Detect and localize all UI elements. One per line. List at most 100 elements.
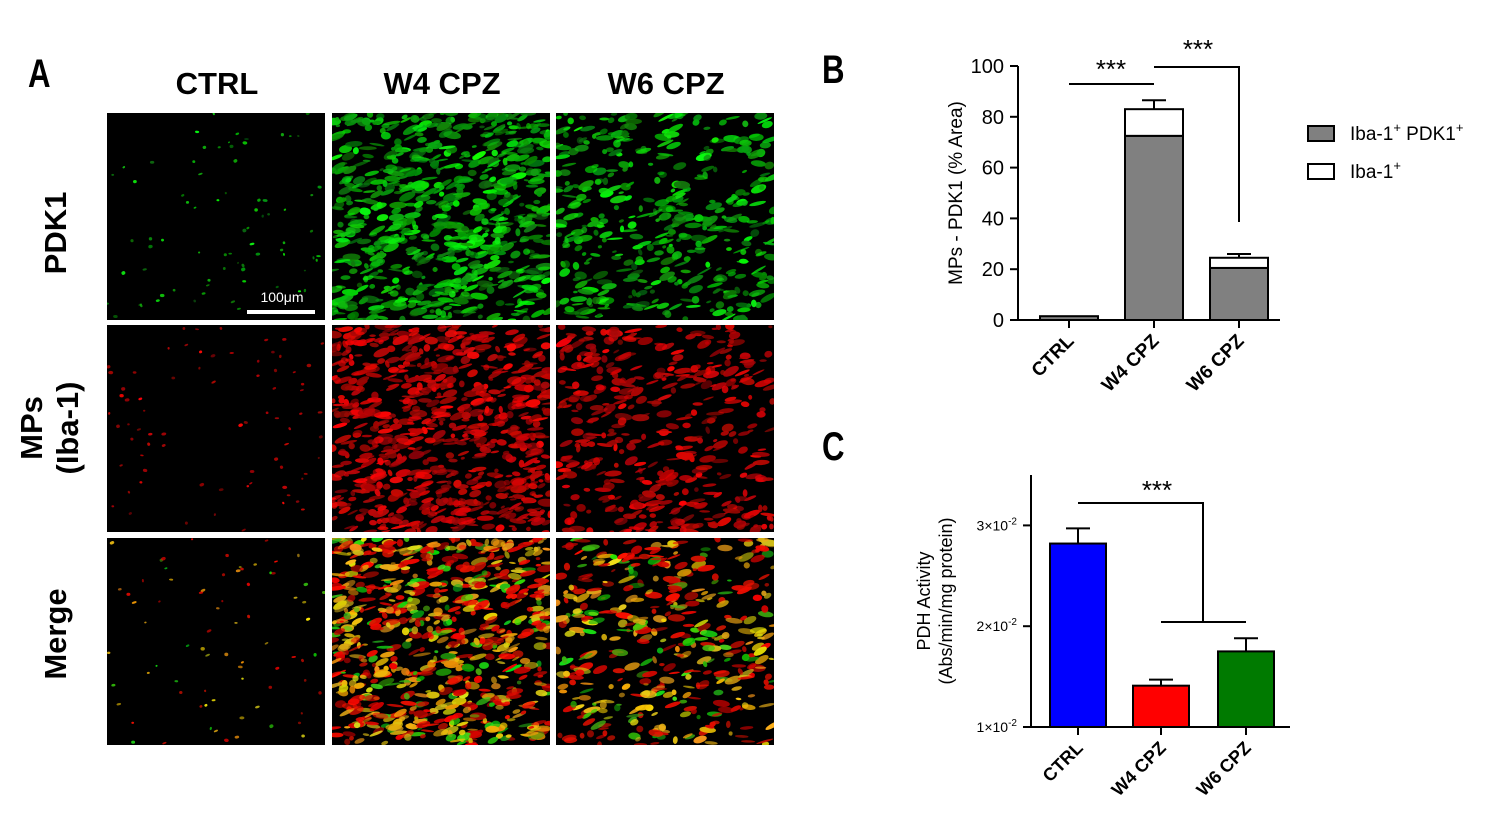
micrograph-signal [506,343,517,352]
micrograph-signal [427,300,445,308]
micrograph-signal [541,271,550,278]
micrograph-signal [523,179,529,182]
micrograph-signal [366,113,374,118]
micrograph-signal [320,342,324,345]
micrograph-signal [380,131,391,140]
micrograph-signal [420,181,430,189]
micrograph-signal [486,312,501,320]
micrograph-signal [583,355,593,362]
micrograph-signal [532,351,544,359]
micrograph-signal [205,653,210,657]
micrograph-signal [738,356,752,359]
micrograph-signal [656,430,673,434]
micrograph-signal [237,665,243,669]
micrograph-signal [512,139,518,147]
micrograph-signal [345,339,355,346]
micrograph-signal [674,260,690,267]
micrograph-signal [408,709,415,715]
micrograph-signal [601,237,607,243]
micrograph-signal [425,689,432,693]
micrograph-signal [575,315,590,319]
micrograph-signal [657,171,665,176]
micrograph-signal [479,116,497,123]
micrograph-signal [487,736,499,744]
micrograph-signal [268,685,273,689]
micrograph-signal [384,360,390,368]
micrograph-signal [400,382,412,389]
micrograph-signal [370,683,383,690]
micrograph-signal [338,144,353,154]
micrograph-signal [491,683,501,690]
micrograph-signal [121,387,126,391]
micrograph-signal [454,439,467,446]
micrograph-signal [436,167,441,175]
y-tick-label: 40 [982,208,1004,230]
micrograph-signal [238,423,243,427]
micrograph-signal [464,284,479,292]
micrograph-signal [333,470,346,478]
micrograph-signal [384,175,401,182]
micrograph-signal [348,353,354,360]
micrograph-signal [359,207,371,216]
micrograph-signal [716,340,726,344]
micrograph-signal [741,200,748,206]
micrograph-signal [148,432,153,436]
micrograph-signal [692,402,703,406]
micrograph-signal [745,473,762,480]
micrograph-signal [591,408,608,416]
micrograph-signal [743,373,750,377]
micrograph-signal [670,188,676,193]
micrograph-signal [763,377,774,384]
micrograph-signal [249,470,255,473]
x-tick-label: W6 CPZ [1183,330,1249,396]
micrograph-signal [616,138,630,142]
micrograph-signal [348,311,359,320]
micrograph-signal [369,283,376,289]
micrograph-signal [399,351,415,361]
micrograph-signal [269,724,274,729]
micrograph-signal [506,411,514,419]
micrograph-signal [608,428,615,434]
micrograph-signal [525,184,539,188]
micrograph-signal [564,181,570,186]
micrograph-signal [622,138,634,142]
micrograph-signal [288,135,292,137]
micrograph-signal [453,331,468,335]
micrograph-signal [440,405,454,409]
micrograph-signal [668,505,684,515]
micrograph-signal [334,201,345,210]
micrograph-signal [379,602,393,606]
micrograph-signal [490,254,500,261]
micrograph-signal [726,213,742,223]
micrograph-signal [505,474,513,478]
micrograph-signal [486,396,494,402]
micrograph-signal [401,395,415,399]
micrograph-signal [617,417,627,426]
micrograph-signal [343,212,356,217]
micrograph-signal [673,491,680,496]
micrograph-signal [398,617,408,625]
micrograph-signal [715,301,725,309]
micrograph-signal [621,130,629,139]
micrograph-signal [769,523,774,530]
micrograph-signal [508,525,516,528]
micrograph-signal [599,231,613,239]
micrograph-signal [436,215,451,224]
micrograph-signal [712,166,718,173]
micrograph-signal [683,528,700,532]
micrograph-signal [628,161,634,168]
bar-segment-iba1 [1209,256,1269,269]
micrograph-signal [753,524,759,528]
micrograph-signal [764,173,774,182]
y-tick-label: 2×10-2 [977,617,1018,634]
micrograph-signal [280,133,285,137]
micrograph-signal [368,494,385,500]
micrograph-signal [483,383,489,390]
micrograph-signal [430,515,445,524]
micrograph-signal [528,511,544,517]
micrograph-signal [533,289,539,293]
micrograph-signal [573,290,578,294]
micrograph-signal [533,379,541,386]
micrograph-signal [309,229,314,233]
micrograph-signal [332,726,342,731]
